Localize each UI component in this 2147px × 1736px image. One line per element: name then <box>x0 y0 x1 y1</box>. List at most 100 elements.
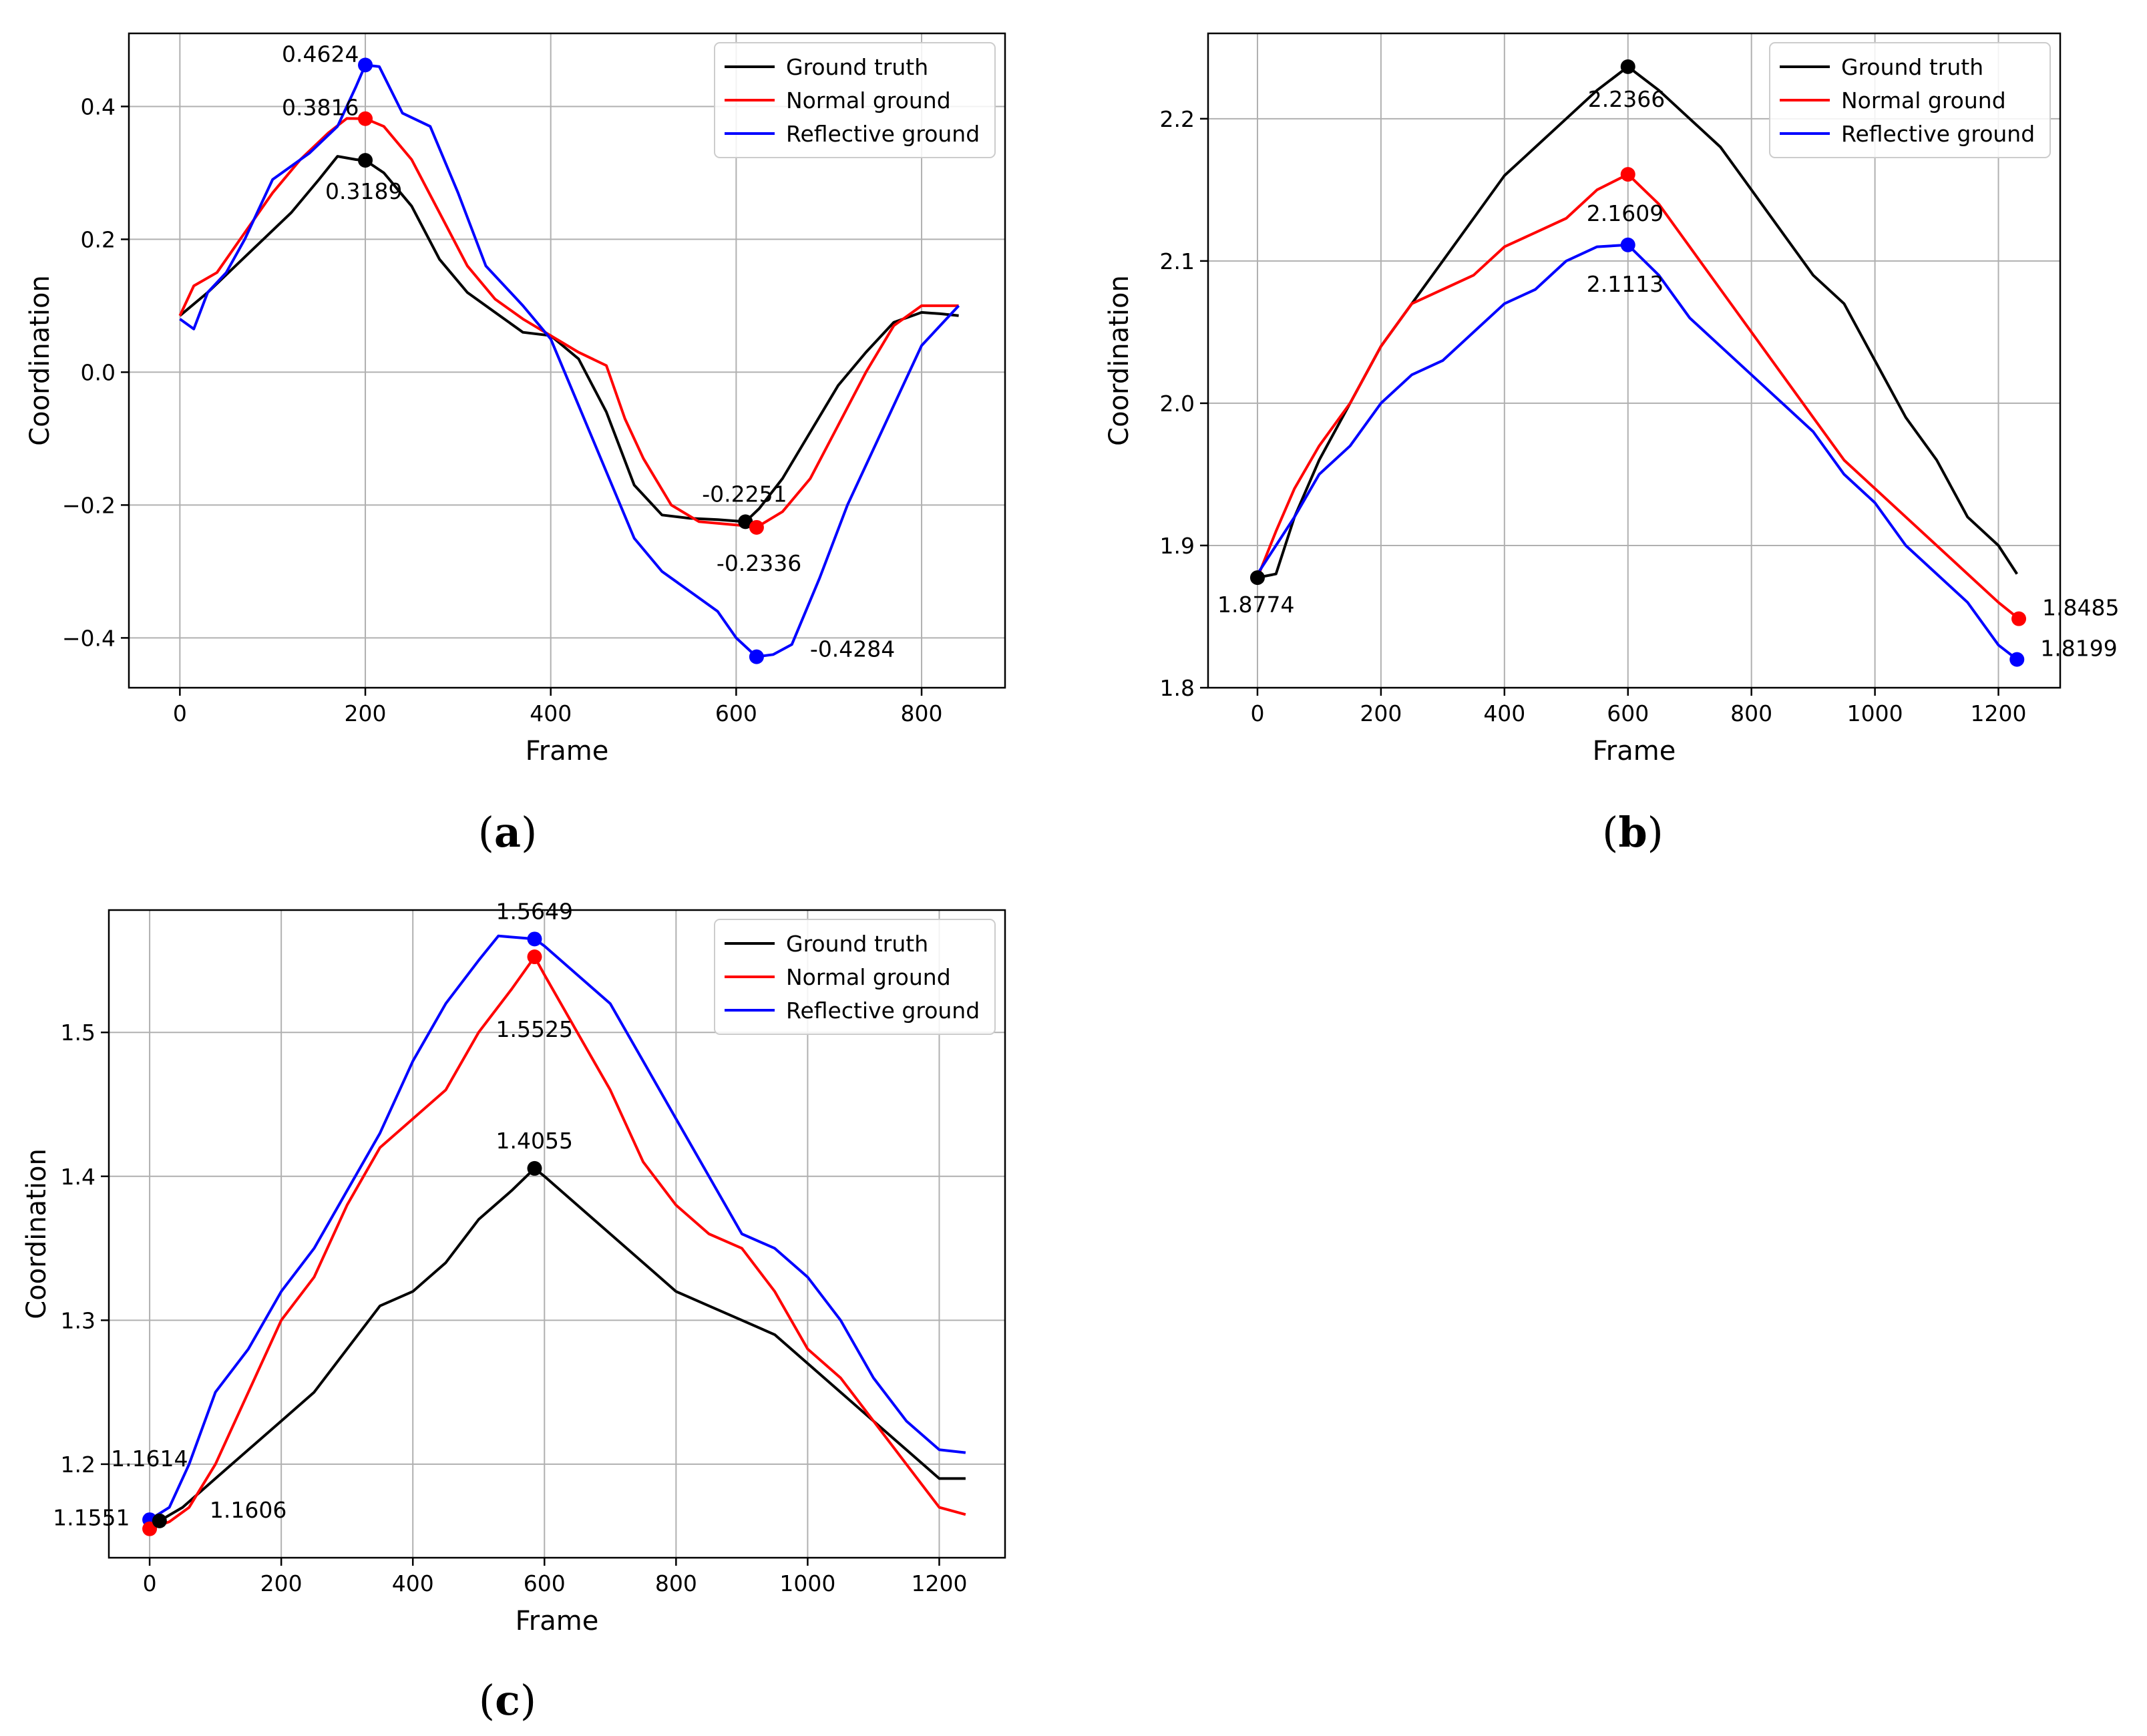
x-axis-label: Frame <box>526 736 609 767</box>
data-label: -0.2251 <box>702 481 787 507</box>
marker-point <box>2011 611 2027 626</box>
y-tick-label: 1.3 <box>61 1307 95 1333</box>
data-label: 2.2366 <box>1588 86 1665 112</box>
plot-frame <box>108 909 1006 1559</box>
marker-point <box>358 57 373 73</box>
legend-label: Ground truth <box>1841 54 1983 80</box>
panel-caption-a: (a) <box>477 808 538 857</box>
y-tick-label: 0.2 <box>81 226 116 252</box>
x-tick-label: 0 <box>1250 700 1264 726</box>
y-tick-label: 2.0 <box>1160 391 1195 417</box>
x-tick-label: 1000 <box>779 1570 835 1596</box>
legend-label: Reflective ground <box>1841 121 2035 147</box>
y-tick-label: 1.4 <box>61 1164 95 1190</box>
y-tick-label: 2.1 <box>1160 248 1195 274</box>
marker-point <box>358 153 373 168</box>
marker-point <box>738 514 753 529</box>
marker-point <box>1620 59 1635 74</box>
series-line-normal-ground <box>149 955 966 1530</box>
y-tick-label: −0.2 <box>62 492 116 518</box>
y-tick-label: 1.9 <box>1160 533 1195 559</box>
chart-a: 0 200 400 600 800 −0.4 −0.2 0.0 0.2 0.4 Frame Coord… <box>25 32 1006 767</box>
marker-point <box>152 1513 167 1528</box>
data-label: -0.2336 <box>717 550 801 576</box>
chart-b: 0 200 400 600 800 1000 1200 1.8 1.9 2.0 2.1 2.2 Fram… <box>1104 32 2120 767</box>
legend-label: Normal ground <box>786 87 951 114</box>
x-axis-label: Frame <box>516 1606 599 1637</box>
marker-point <box>142 1521 158 1536</box>
data-label: 1.8774 <box>1217 592 1294 618</box>
legend: Ground truth Normal ground Reflective grou… <box>714 919 996 1035</box>
legend-box <box>714 919 996 1035</box>
y-tick-label: 1.5 <box>61 1020 95 1046</box>
x-tick-label: 400 <box>392 1570 434 1596</box>
x-tick-label: 600 <box>1607 700 1649 726</box>
marker-point <box>527 949 542 965</box>
data-label: 1.8199 <box>2040 636 2117 662</box>
x-tick-label: 200 <box>260 1570 303 1596</box>
data-label: 1.1614 <box>111 1446 188 1472</box>
data-label: 2.1609 <box>1587 200 1664 226</box>
x-tick-label: 600 <box>715 700 757 726</box>
y-axis-label: Coordination <box>21 1148 52 1319</box>
data-label: 0.3189 <box>325 178 402 204</box>
marker-point <box>1249 570 1265 586</box>
series-line-reflective-ground <box>179 63 960 658</box>
marker-point <box>2009 652 2025 667</box>
legend: Ground truth Normal ground Reflective grou… <box>1769 42 2051 158</box>
legend-box <box>714 42 996 158</box>
marker-point <box>749 649 764 664</box>
data-label: 0.3816 <box>282 95 359 121</box>
legend: Ground truth Normal ground Reflective grou… <box>714 42 996 158</box>
panel-caption-c: (c) <box>478 1676 537 1725</box>
data-label: 1.4055 <box>496 1128 572 1154</box>
data-label: 1.5649 <box>496 898 572 924</box>
data-label: 1.1606 <box>210 1497 286 1523</box>
x-tick-label: 0 <box>143 1570 157 1596</box>
x-tick-label: 800 <box>1730 700 1772 726</box>
legend-label: Reflective ground <box>786 121 980 147</box>
x-tick-label: 800 <box>655 1570 697 1596</box>
y-tick-label: 2.2 <box>1160 106 1195 132</box>
y-tick-label: 0.4 <box>81 93 116 120</box>
data-label: -0.4284 <box>810 636 895 662</box>
chart-c: 0 200 400 600 800 1000 1200 1.2 1.3 1.4 1.5 Frame Co… <box>21 898 1006 1637</box>
series-line-ground-truth <box>179 155 959 523</box>
series-line-reflective-ground <box>1256 243 2018 661</box>
marker-point <box>1620 237 1635 252</box>
x-tick-label: 400 <box>1483 700 1525 726</box>
x-tick-label: 600 <box>524 1570 566 1596</box>
y-tick-label: 0.0 <box>81 359 116 385</box>
x-tick-label: 200 <box>345 700 387 726</box>
legend-label: Normal ground <box>1841 87 2006 114</box>
plot-frame <box>1207 32 2062 689</box>
x-tick-label: 1000 <box>1847 700 1903 726</box>
data-label: 0.4624 <box>282 41 359 67</box>
legend-box <box>1769 42 2051 158</box>
plot-frame <box>128 32 1006 689</box>
legend-label: Normal ground <box>786 964 951 990</box>
marker-point <box>527 1160 542 1176</box>
x-tick-label: 0 <box>173 700 187 726</box>
series-line-normal-ground <box>178 117 959 529</box>
y-tick-label: 1.2 <box>61 1452 95 1478</box>
marker-point <box>749 519 764 535</box>
y-axis-label: Coordination <box>1104 275 1135 446</box>
marker-point <box>358 111 373 126</box>
legend-label: Reflective ground <box>786 998 980 1024</box>
marker-point <box>1620 167 1635 182</box>
y-axis-label: Coordination <box>25 275 55 446</box>
y-tick-label: 1.8 <box>1160 675 1195 701</box>
data-label: 1.8485 <box>2042 595 2119 621</box>
marker-point <box>527 931 542 947</box>
legend-label: Ground truth <box>786 54 928 80</box>
data-label: 2.1113 <box>1587 271 1664 297</box>
y-tick-label: −0.4 <box>62 625 116 651</box>
legend-label: Ground truth <box>786 931 928 957</box>
panel-caption-b: (b) <box>1602 808 1664 857</box>
x-tick-label: 800 <box>901 700 943 726</box>
x-tick-label: 1200 <box>1971 700 2027 726</box>
x-tick-label: 1200 <box>911 1570 967 1596</box>
series-line-ground-truth <box>149 1166 966 1524</box>
